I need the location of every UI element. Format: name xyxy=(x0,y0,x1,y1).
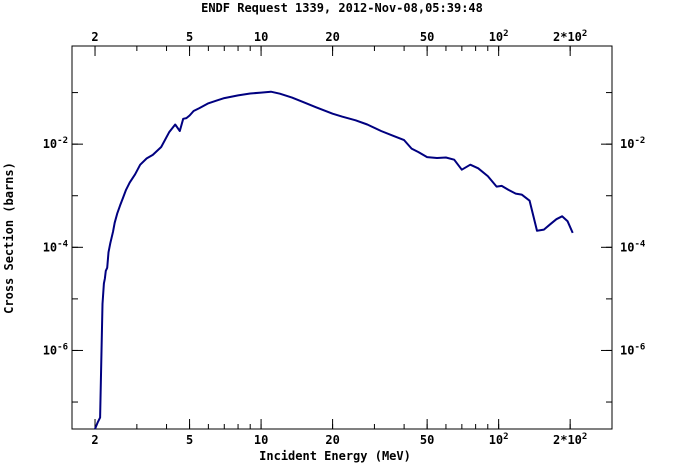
x-tick-label-bottom: 2 xyxy=(91,433,98,447)
x-tick-label-top: 2 xyxy=(91,30,98,44)
cross-section-line xyxy=(94,90,574,430)
x-tick-label-top: 102 xyxy=(489,29,509,44)
x-tick-label-bottom: 10 xyxy=(254,433,268,447)
x-tick-label-top: 50 xyxy=(420,30,434,44)
y-axis-label: Cross Section (barns) xyxy=(2,162,16,314)
y-tick-label-right: 10-2 xyxy=(620,136,645,151)
y-tick-label-left: 10-2 xyxy=(43,136,68,151)
x-tick-label-bottom: 20 xyxy=(325,433,339,447)
axis-ticks xyxy=(72,46,613,429)
x-tick-label-top: 10 xyxy=(254,30,268,44)
chart-title: ENDF Request 1339, 2012-Nov-08,05:39:48 xyxy=(201,1,483,15)
y-tick-label-left: 10-6 xyxy=(43,342,68,357)
plot-frame xyxy=(71,45,613,430)
x-tick-label-top: 5 xyxy=(186,30,193,44)
y-tick-label-right: 10-6 xyxy=(620,342,645,357)
x-tick-label-bottom: 50 xyxy=(420,433,434,447)
x-tick-label-bottom: 102 xyxy=(489,432,509,447)
y-tick-label-left: 10-4 xyxy=(43,239,69,254)
x-tick-label-bottom: 2*102 xyxy=(553,432,587,447)
y-tick-label-right: 10-4 xyxy=(620,239,646,254)
x-tick-label-top: 20 xyxy=(325,30,339,44)
tick-labels: 2 2 5 5 10 10 20 20 50 50 102 102 2*102 2*102 10-2 10-2… xyxy=(43,29,646,447)
x-tick-label-bottom: 5 xyxy=(186,433,193,447)
x-axis-label: Incident Energy (MeV) xyxy=(259,449,411,463)
x-tick-label-top: 2*102 xyxy=(553,29,587,44)
